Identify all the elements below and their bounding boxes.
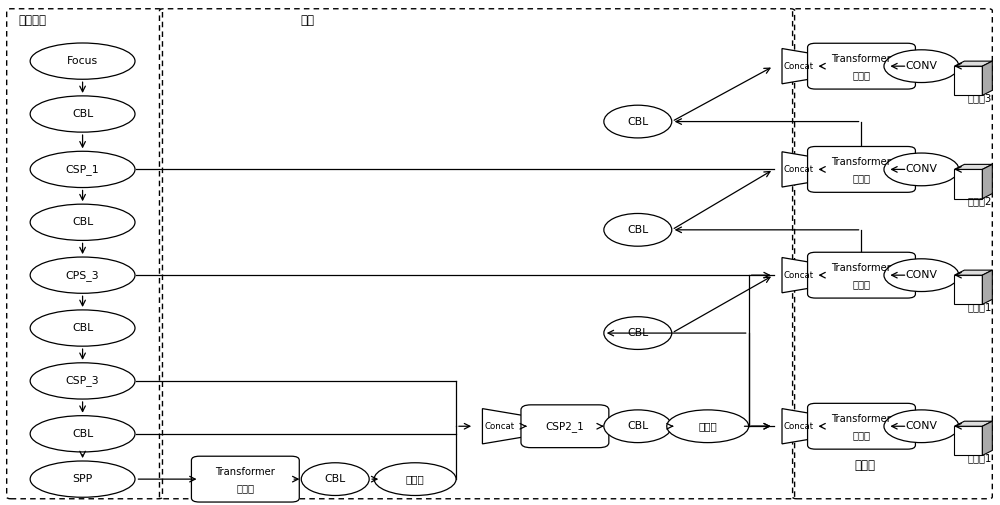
Text: CBL: CBL xyxy=(627,328,648,338)
Polygon shape xyxy=(782,48,824,84)
Polygon shape xyxy=(982,164,992,198)
Polygon shape xyxy=(954,164,992,169)
Ellipse shape xyxy=(30,310,135,346)
Ellipse shape xyxy=(884,50,959,82)
Text: 编码器: 编码器 xyxy=(236,483,254,493)
Text: 检测头1: 检测头1 xyxy=(967,302,992,312)
Ellipse shape xyxy=(301,463,369,495)
Text: 编码器: 编码器 xyxy=(852,174,870,183)
Text: CBL: CBL xyxy=(72,109,93,119)
Text: Transformer: Transformer xyxy=(215,467,275,477)
Ellipse shape xyxy=(30,96,135,132)
Ellipse shape xyxy=(30,461,135,497)
Text: 上采样: 上采样 xyxy=(698,421,717,431)
Polygon shape xyxy=(982,61,992,95)
Polygon shape xyxy=(954,275,982,305)
FancyBboxPatch shape xyxy=(808,43,915,89)
Polygon shape xyxy=(782,409,824,444)
Ellipse shape xyxy=(667,410,749,442)
Text: Transformer: Transformer xyxy=(832,263,891,273)
Ellipse shape xyxy=(30,257,135,293)
Polygon shape xyxy=(782,152,824,187)
Polygon shape xyxy=(954,426,982,456)
Ellipse shape xyxy=(604,214,672,246)
Text: Concat: Concat xyxy=(784,422,814,431)
Polygon shape xyxy=(954,61,992,66)
Text: 上采样: 上采样 xyxy=(406,474,424,484)
Text: CBL: CBL xyxy=(72,217,93,227)
Text: Transformer: Transformer xyxy=(832,54,891,64)
Text: CBL: CBL xyxy=(627,225,648,235)
Text: CSP_1: CSP_1 xyxy=(66,164,99,175)
Text: Concat: Concat xyxy=(784,62,814,71)
Ellipse shape xyxy=(30,363,135,399)
Text: 检测头1: 检测头1 xyxy=(967,453,992,463)
Text: SPP: SPP xyxy=(72,474,93,484)
Ellipse shape xyxy=(604,410,672,442)
Ellipse shape xyxy=(884,153,959,186)
Ellipse shape xyxy=(30,43,135,79)
Text: 编码器: 编码器 xyxy=(852,430,870,440)
Text: CPS_3: CPS_3 xyxy=(66,270,99,281)
Text: 检测头: 检测头 xyxy=(855,459,876,472)
Text: 检测头3: 检测头3 xyxy=(967,93,991,103)
Text: CBL: CBL xyxy=(627,421,648,431)
Polygon shape xyxy=(782,258,824,293)
Ellipse shape xyxy=(884,410,959,442)
Ellipse shape xyxy=(30,204,135,240)
Text: Transformer: Transformer xyxy=(832,414,891,424)
Text: CBL: CBL xyxy=(325,474,346,484)
FancyBboxPatch shape xyxy=(808,403,915,449)
Polygon shape xyxy=(982,421,992,456)
Text: CBL: CBL xyxy=(72,429,93,439)
Text: CONV: CONV xyxy=(905,61,937,71)
Polygon shape xyxy=(982,270,992,305)
FancyBboxPatch shape xyxy=(521,405,609,447)
Text: 编码器: 编码器 xyxy=(852,279,870,289)
Ellipse shape xyxy=(604,105,672,138)
Text: CBL: CBL xyxy=(627,117,648,127)
Ellipse shape xyxy=(30,152,135,187)
Text: Concat: Concat xyxy=(784,271,814,280)
Text: CBL: CBL xyxy=(72,323,93,333)
Text: CSP2_1: CSP2_1 xyxy=(546,421,584,432)
Text: Transformer: Transformer xyxy=(832,157,891,167)
Ellipse shape xyxy=(604,317,672,349)
Text: CONV: CONV xyxy=(905,270,937,280)
Text: Focus: Focus xyxy=(67,56,98,66)
FancyBboxPatch shape xyxy=(808,146,915,192)
Ellipse shape xyxy=(374,463,456,495)
Text: CONV: CONV xyxy=(905,421,937,431)
Ellipse shape xyxy=(884,259,959,291)
Text: 检测头2: 检测头2 xyxy=(967,196,992,206)
Text: CSP_3: CSP_3 xyxy=(66,376,99,386)
Text: 颈部: 颈部 xyxy=(300,14,314,27)
Text: 编码器: 编码器 xyxy=(852,70,870,80)
Polygon shape xyxy=(482,409,524,444)
FancyBboxPatch shape xyxy=(808,252,915,298)
Text: Concat: Concat xyxy=(784,165,814,174)
Polygon shape xyxy=(954,270,992,275)
Text: Concat: Concat xyxy=(484,422,514,431)
Text: 骨干网络: 骨干网络 xyxy=(19,14,47,27)
Polygon shape xyxy=(954,169,982,198)
Polygon shape xyxy=(954,421,992,426)
Text: CONV: CONV xyxy=(905,165,937,174)
Polygon shape xyxy=(954,66,982,95)
FancyBboxPatch shape xyxy=(191,456,299,502)
Ellipse shape xyxy=(30,416,135,452)
